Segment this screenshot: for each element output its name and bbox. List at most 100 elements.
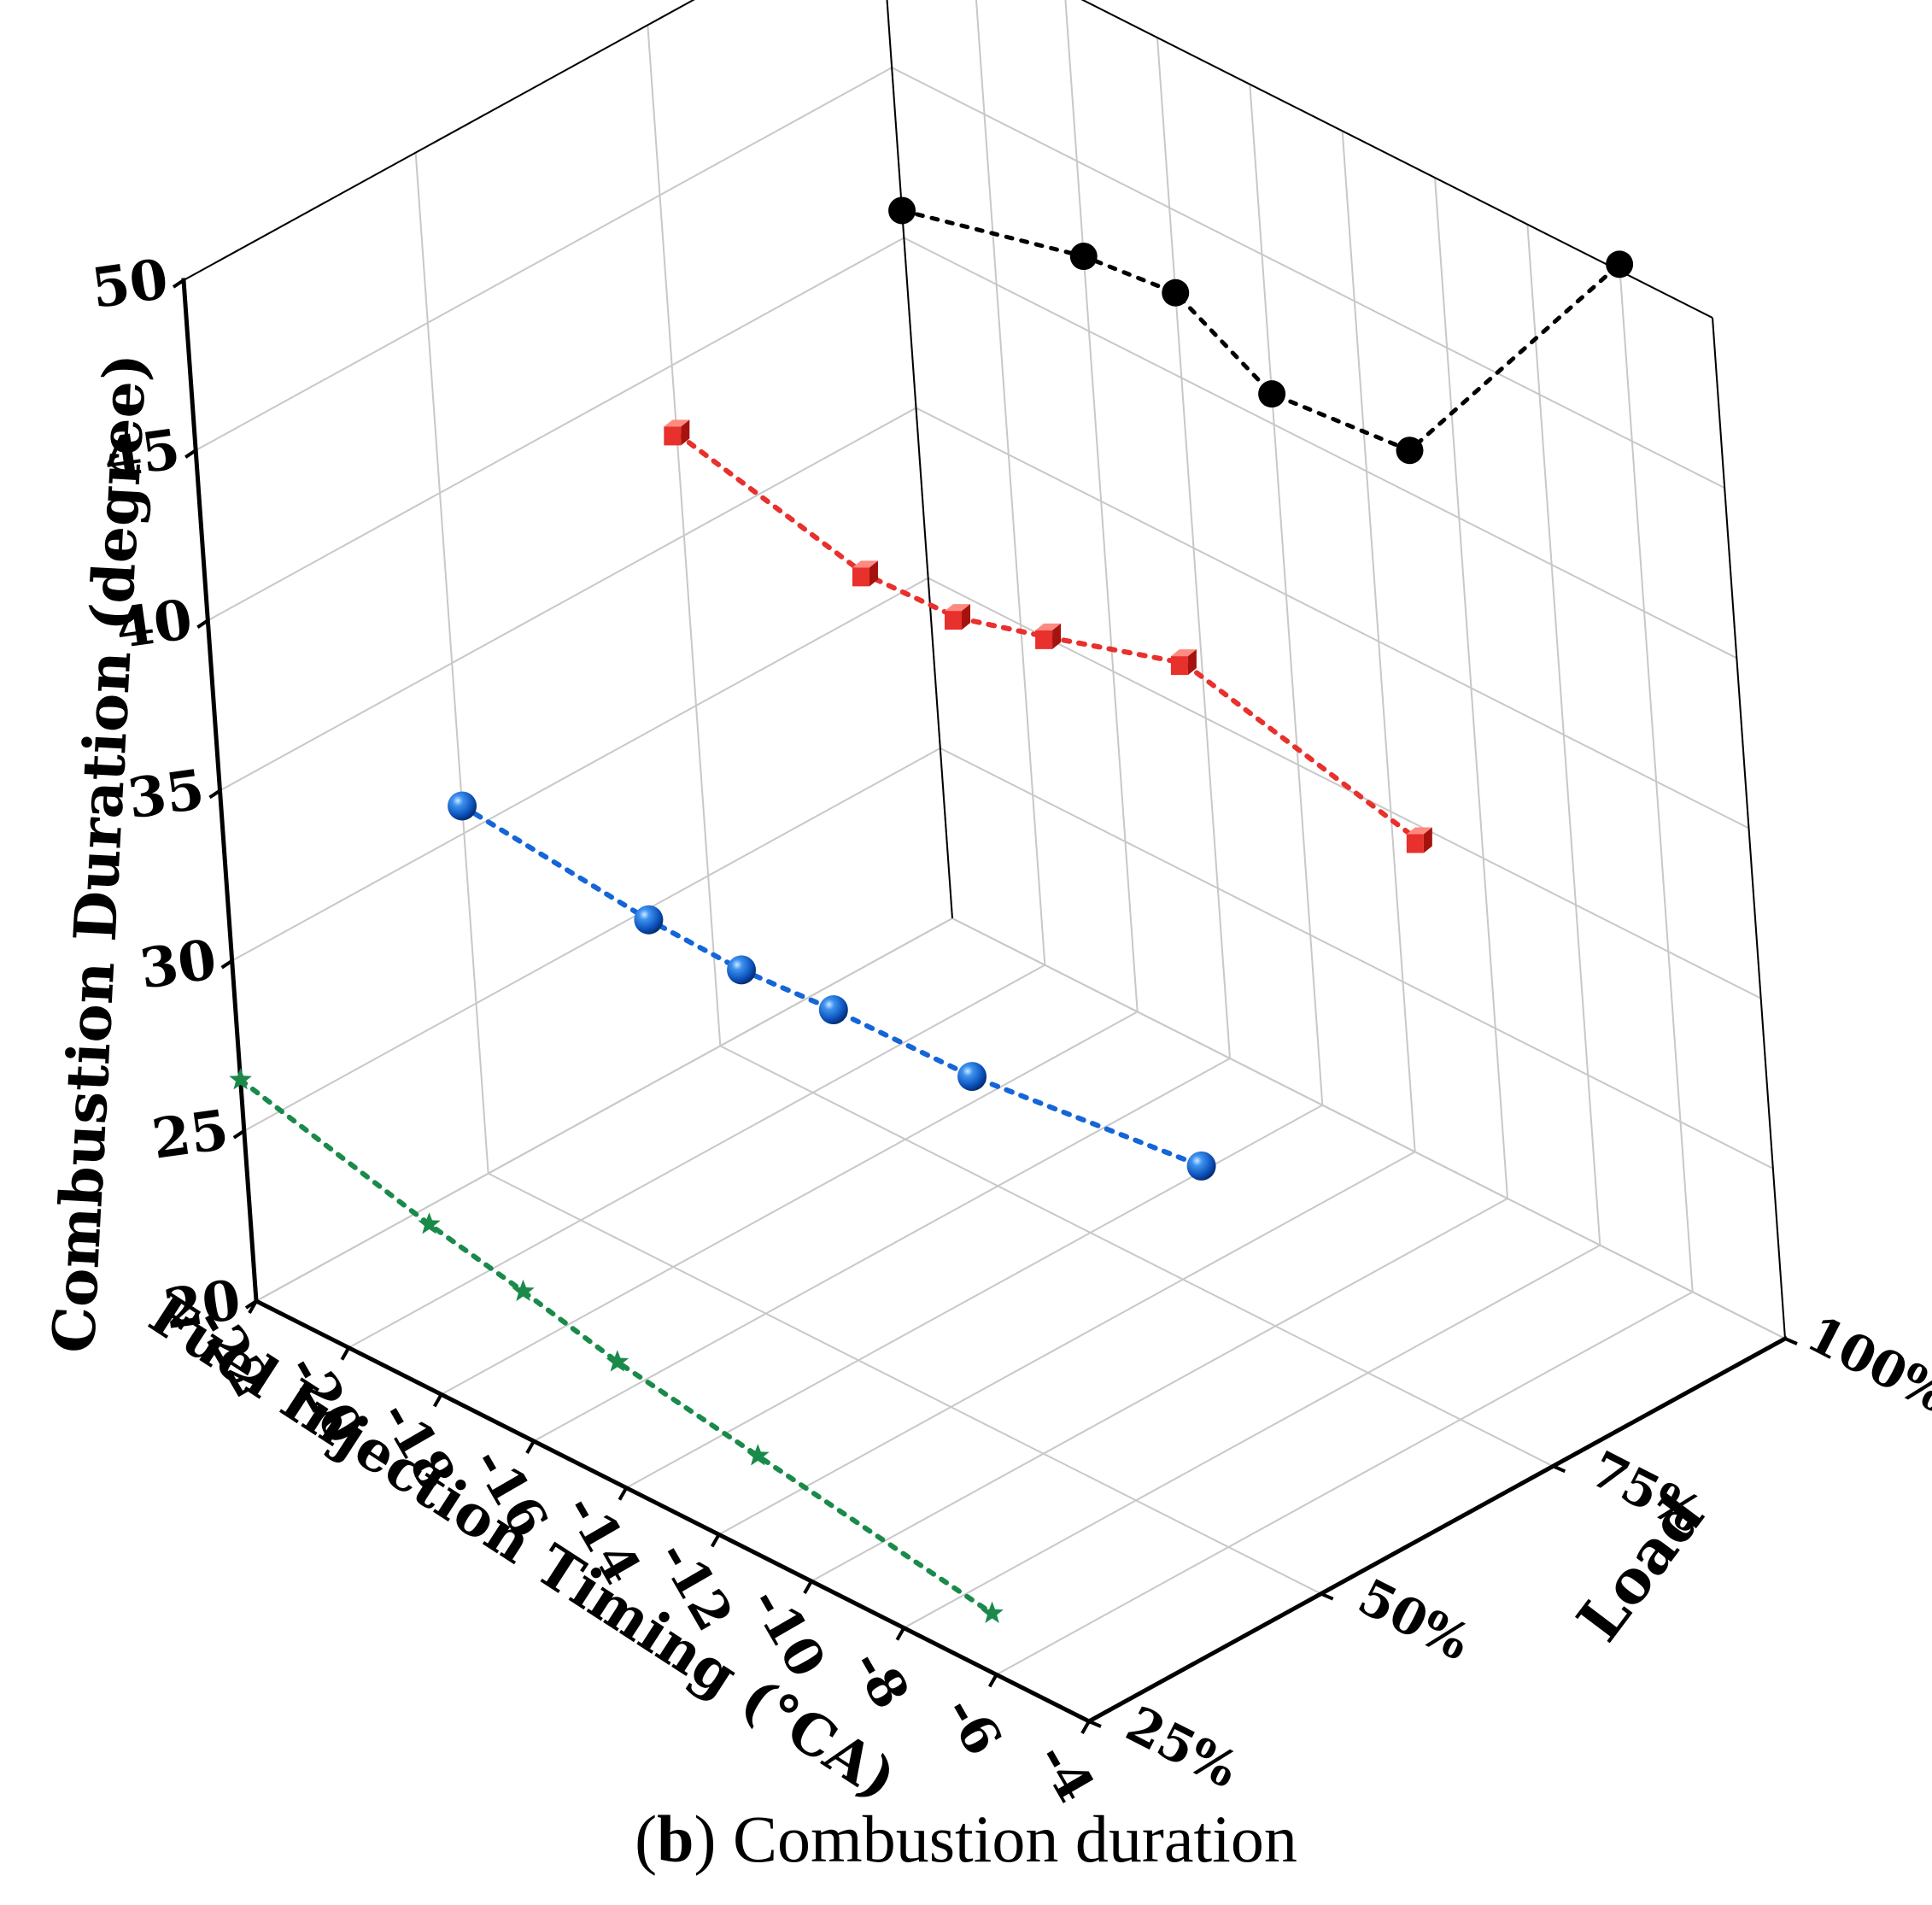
data-point (1069, 243, 1098, 271)
data-point (818, 995, 848, 1025)
x-tick (895, 1627, 906, 1641)
x-axis-line (253, 1298, 1092, 1725)
data-point (981, 1601, 1004, 1623)
y-axis-line (1086, 1335, 1789, 1725)
gridline (220, 407, 916, 792)
x-axis-title: Fuel Injection Timing (°CA) (138, 1281, 909, 1813)
box-edge (183, 0, 695, 281)
y-tick-label: 50% (1349, 1568, 1479, 1672)
z-tick-label: 35 (124, 758, 208, 832)
z-tick (232, 1129, 245, 1140)
gridline (348, 964, 1045, 1349)
data-point (1170, 649, 1197, 676)
data-point (746, 1444, 770, 1466)
x-tick (618, 1486, 629, 1501)
z-tick-label: 25 (149, 1098, 233, 1172)
data-point (512, 1279, 535, 1302)
z-tick (220, 959, 233, 970)
gridline (891, 67, 1725, 489)
gridline (441, 1011, 1139, 1396)
x-tick (248, 1300, 258, 1314)
gridline (183, 0, 695, 281)
data-point (634, 905, 664, 935)
y-tick (1552, 1464, 1566, 1474)
gridline (718, 1151, 1416, 1536)
z-tick (184, 448, 197, 459)
gridline (195, 67, 893, 452)
y-tick-label: 100% (1798, 1304, 1932, 1425)
gridline (975, 0, 1046, 965)
gridline (811, 1198, 1508, 1582)
z-tick (196, 618, 209, 629)
x-tick (340, 1346, 351, 1361)
caption-text: Combustion duration (716, 1802, 1297, 1876)
z-tick (208, 788, 221, 800)
caption-label: b (657, 1802, 694, 1876)
y-tick (1088, 1720, 1102, 1728)
series-line (460, 803, 1204, 1169)
gridline (1064, 0, 1139, 1012)
gridline (231, 577, 929, 962)
gridline (903, 237, 1737, 659)
box-edge (1080, 0, 1713, 319)
data-point (418, 1212, 441, 1234)
series-line (237, 1077, 995, 1616)
z-axis-title: Combustion Duration (degree) (39, 352, 160, 1355)
data-point (727, 955, 757, 985)
z-tick-label: 50 (88, 247, 173, 321)
gridline (940, 747, 1774, 1169)
data-point (945, 604, 971, 630)
data-point (1406, 827, 1432, 853)
series-line (674, 431, 1422, 844)
data-point (448, 791, 477, 821)
z-tick-label: 40 (112, 588, 196, 662)
gridline (996, 1291, 1694, 1676)
data-point (888, 196, 916, 225)
series-line (899, 208, 1622, 454)
data-point (852, 560, 878, 587)
gridline (886, 0, 953, 919)
gridline (533, 1058, 1231, 1442)
gridline (916, 407, 1749, 829)
data-point (606, 1350, 629, 1372)
figure-caption: (b) Combustion duration (635, 1802, 1297, 1876)
x-tick (432, 1393, 443, 1408)
gridline (243, 747, 941, 1132)
gridline (719, 1045, 1554, 1468)
data-point (229, 1068, 252, 1090)
series-layer (229, 196, 1634, 1623)
x-tick (987, 1673, 998, 1688)
data-point (1035, 623, 1062, 649)
x-tick (803, 1580, 813, 1594)
z-tick-label: 30 (136, 928, 220, 1002)
data-point (957, 1062, 987, 1092)
y-tick (1784, 1337, 1798, 1345)
y-tick-label: 25% (1117, 1695, 1247, 1799)
axes-layer (172, 0, 1798, 1734)
gridline (951, 917, 1786, 1339)
gridline (1080, 0, 1713, 319)
gridline (207, 237, 905, 622)
gridline (928, 577, 1762, 999)
z-tick-label: 20 (161, 1268, 245, 1342)
gridline (886, 0, 953, 919)
x-tick (1080, 1720, 1091, 1734)
gridline (903, 1244, 1601, 1629)
y-tick (1320, 1591, 1334, 1601)
gridline (255, 917, 953, 1302)
z-tick (172, 278, 185, 289)
data-point (664, 419, 690, 446)
x-tick-label: -8 (840, 1639, 921, 1719)
data-point (1606, 250, 1634, 278)
x-tick (710, 1533, 721, 1548)
x-tick (525, 1440, 536, 1454)
data-point (1396, 437, 1424, 465)
gridline (488, 1172, 1322, 1595)
box-edge (1712, 317, 1786, 1339)
data-point (1258, 380, 1286, 408)
box-edge (886, 0, 953, 919)
x-tick-label: -6 (933, 1686, 1013, 1766)
data-point (1186, 1151, 1216, 1181)
